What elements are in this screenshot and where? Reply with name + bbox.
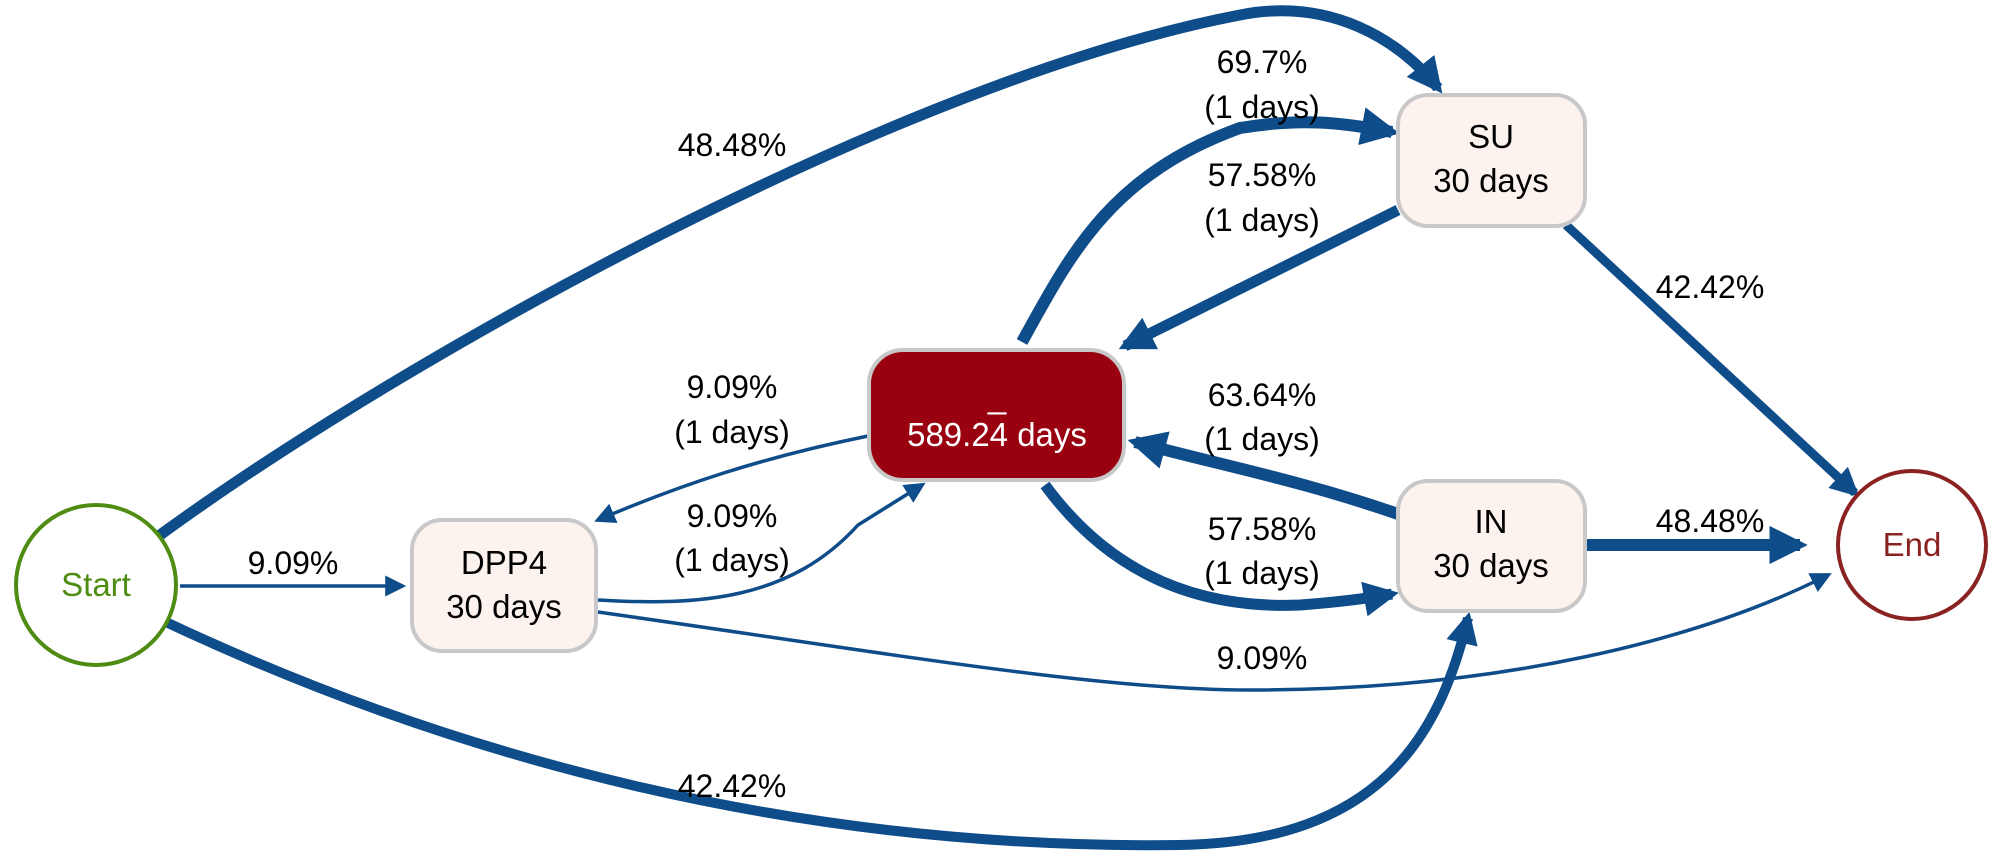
node-su[interactable]: SU 30 days bbox=[1396, 93, 1587, 228]
edge-label-dpp4-center-time: (1 days) bbox=[674, 542, 790, 578]
in-name: IN bbox=[1475, 503, 1508, 540]
edge-label-in-center-time: (1 days) bbox=[1204, 421, 1320, 457]
su-box bbox=[1396, 93, 1587, 228]
node-start[interactable]: Start bbox=[14, 503, 178, 667]
edge-label-start-in: 42.42% bbox=[678, 768, 787, 804]
edge-start-to-su bbox=[156, 5, 1443, 540]
edge-label-su-center-time: (1 days) bbox=[1204, 202, 1320, 238]
edge-center-to-su bbox=[1016, 107, 1400, 345]
edge-dpp4-to-center bbox=[597, 482, 926, 604]
in-duration: 30 days bbox=[1433, 547, 1549, 584]
end-label: End bbox=[1883, 526, 1942, 563]
dpp4-name: DPP4 bbox=[461, 544, 547, 581]
edges bbox=[156, 5, 1860, 851]
end-circle bbox=[1836, 469, 1988, 621]
edge-label-center-in-time: (1 days) bbox=[1204, 555, 1320, 591]
edge-label-dpp4-center-pct: 9.09% bbox=[687, 498, 778, 534]
start-label: Start bbox=[61, 566, 131, 603]
center-name: _ bbox=[987, 378, 1007, 415]
start-circle bbox=[14, 503, 178, 667]
edge-label-center-su-time: (1 days) bbox=[1204, 89, 1320, 125]
edge-label-start-su: 48.48% bbox=[678, 127, 787, 163]
edge-dpp4-to-end bbox=[597, 573, 1832, 692]
edge-in-to-center bbox=[1127, 431, 1400, 520]
edge-center-to-in bbox=[1040, 481, 1399, 617]
edge-label-center-dpp4-time: (1 days) bbox=[674, 414, 790, 450]
edge-start-to-in bbox=[165, 611, 1478, 851]
edge-labels: 48.48% 9.09% 42.42% 69.7% (1 days) 57.58… bbox=[248, 44, 1765, 804]
su-name: SU bbox=[1468, 118, 1514, 155]
node-center[interactable]: _ 589.24 days bbox=[867, 348, 1126, 482]
node-dpp4[interactable]: DPP4 30 days bbox=[410, 518, 598, 653]
edge-center-to-dpp4 bbox=[594, 434, 869, 524]
dpp4-duration: 30 days bbox=[446, 588, 562, 625]
edge-label-center-in-pct: 57.58% bbox=[1208, 511, 1317, 547]
center-box bbox=[867, 348, 1126, 482]
center-duration: 589.24 days bbox=[907, 416, 1087, 453]
node-end[interactable]: End bbox=[1836, 469, 1988, 621]
edge-label-center-dpp4-pct: 9.09% bbox=[687, 369, 778, 405]
edge-label-su-center-pct: 57.58% bbox=[1208, 157, 1317, 193]
in-box bbox=[1396, 479, 1587, 613]
su-duration: 30 days bbox=[1433, 162, 1549, 199]
edge-label-start-dpp4: 9.09% bbox=[248, 545, 339, 581]
edge-label-in-end: 48.48% bbox=[1656, 503, 1765, 539]
edge-label-in-center-pct: 63.64% bbox=[1208, 377, 1317, 413]
edge-label-center-su-pct: 69.7% bbox=[1217, 44, 1308, 80]
node-in[interactable]: IN 30 days bbox=[1396, 479, 1587, 613]
dpp4-box bbox=[410, 518, 598, 653]
nodes: Start End DPP4 30 days SU 30 days IN 30 … bbox=[14, 93, 1988, 667]
edge-label-su-end: 42.42% bbox=[1656, 269, 1765, 305]
edge-label-dpp4-end: 9.09% bbox=[1217, 640, 1308, 676]
edge-su-to-end bbox=[1562, 221, 1860, 497]
edge-su-to-center bbox=[1118, 205, 1401, 351]
